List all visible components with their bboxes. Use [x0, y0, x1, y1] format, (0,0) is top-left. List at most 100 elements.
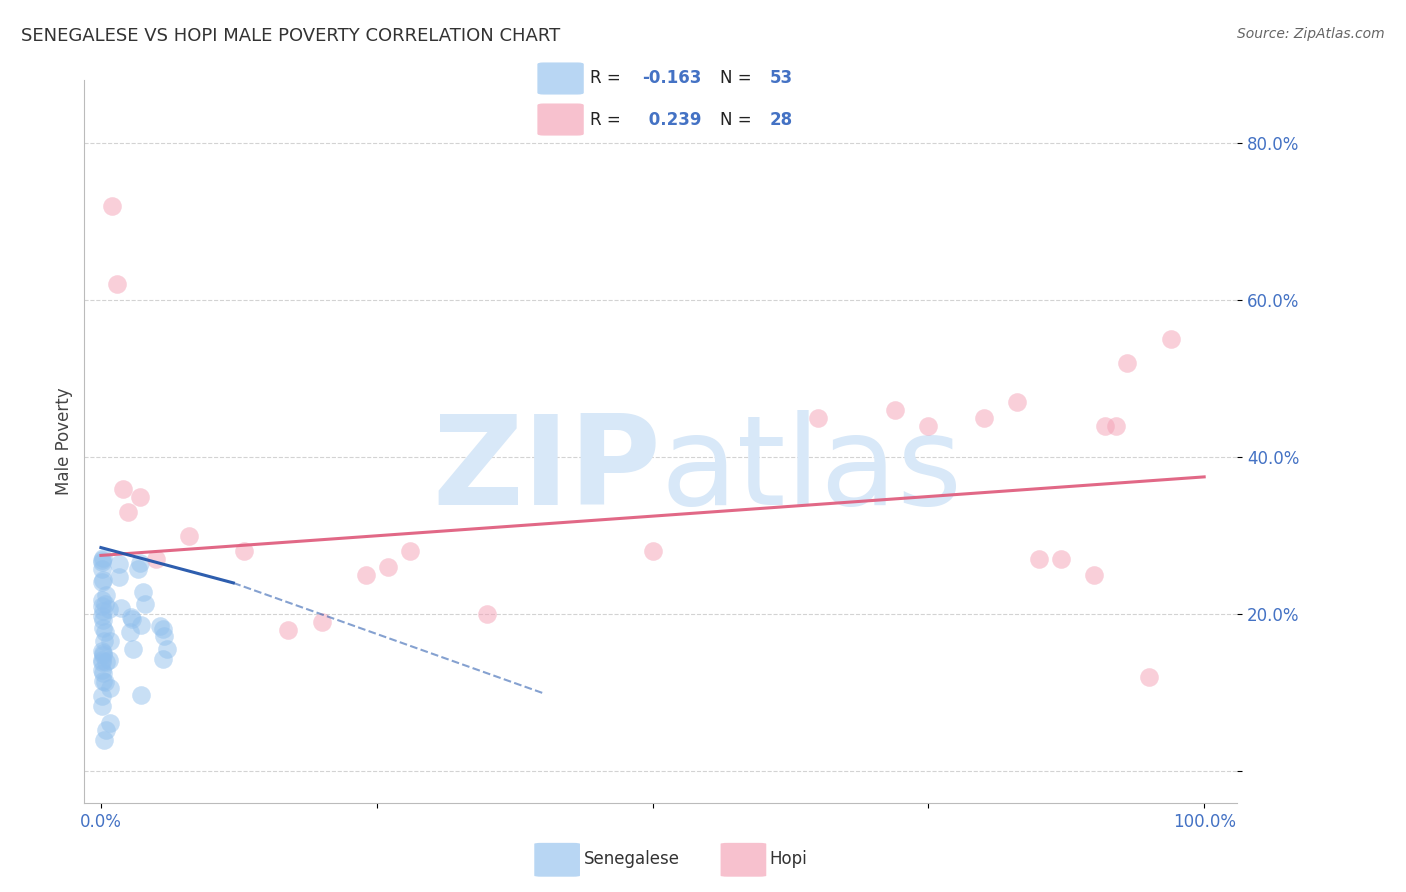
Point [93, 732, 115, 747]
Point [97, 653, 120, 667]
Point [127, 562, 149, 576]
Point [120, 610, 142, 624]
Point [129, 618, 152, 632]
Point [91, 562, 114, 576]
Point [94, 588, 117, 602]
Point [1005, 395, 1028, 409]
Point [91, 621, 114, 635]
Text: N =: N = [720, 70, 751, 87]
Point [121, 612, 143, 626]
Point [98, 681, 121, 695]
Point [91, 555, 114, 569]
Point [131, 688, 153, 702]
Point [98, 634, 121, 648]
Point [108, 570, 131, 584]
Point [93, 598, 115, 612]
Point [97, 601, 120, 615]
Point [807, 411, 830, 425]
Point [107, 557, 129, 571]
Text: R =: R = [591, 70, 620, 87]
FancyBboxPatch shape [537, 103, 583, 136]
Point [91, 575, 114, 590]
Point [145, 552, 167, 566]
Point [128, 490, 150, 504]
Point [101, 199, 124, 213]
Point [132, 585, 155, 599]
Point [1116, 356, 1139, 370]
Point [152, 622, 174, 636]
Point [91, 573, 114, 587]
Text: atlas: atlas [661, 410, 963, 531]
Point [1094, 418, 1116, 433]
Point [1105, 418, 1128, 433]
Text: SENEGALESE VS HOPI MALE POVERTY CORRELATION CHART: SENEGALESE VS HOPI MALE POVERTY CORRELAT… [21, 27, 561, 45]
Point [179, 529, 201, 543]
FancyBboxPatch shape [537, 62, 583, 95]
Text: N =: N = [720, 111, 751, 128]
Point [149, 619, 172, 633]
Point [134, 597, 156, 611]
Point [94, 723, 117, 737]
Point [1028, 552, 1050, 566]
Point [641, 544, 664, 558]
Point [1160, 333, 1182, 347]
Point [153, 629, 176, 643]
Y-axis label: Male Poverty: Male Poverty [55, 388, 73, 495]
Point [91, 663, 114, 677]
Point [93, 634, 115, 648]
Point [93, 648, 115, 662]
Point [91, 553, 114, 567]
Point [91, 652, 114, 666]
Point [120, 625, 142, 640]
Point [377, 560, 399, 574]
Point [91, 614, 114, 628]
Text: 53: 53 [769, 70, 793, 87]
Point [122, 642, 145, 657]
Point [277, 623, 299, 637]
Point [91, 673, 114, 688]
Text: -0.163: -0.163 [643, 70, 702, 87]
Text: R =: R = [591, 111, 620, 128]
Point [98, 715, 121, 730]
Point [107, 277, 129, 292]
Point [152, 651, 174, 665]
Point [110, 600, 132, 615]
Text: 28: 28 [769, 111, 793, 128]
Point [475, 607, 498, 622]
Point [233, 544, 256, 558]
Point [156, 641, 179, 656]
Point [1049, 552, 1071, 566]
Point [93, 604, 115, 618]
Point [94, 625, 117, 640]
Point [117, 505, 139, 519]
Point [973, 411, 995, 425]
FancyBboxPatch shape [534, 843, 581, 877]
Point [91, 655, 114, 669]
Point [91, 698, 114, 713]
Point [91, 644, 114, 658]
Point [917, 418, 939, 433]
FancyBboxPatch shape [721, 843, 766, 877]
Point [129, 557, 152, 571]
Point [1137, 670, 1160, 684]
Point [91, 593, 114, 607]
Point [111, 482, 134, 496]
Point [91, 666, 114, 681]
Point [398, 544, 420, 558]
Point [354, 568, 377, 582]
Point [91, 599, 114, 614]
Point [884, 403, 907, 417]
Text: ZIP: ZIP [432, 410, 661, 531]
Text: 0.239: 0.239 [643, 111, 702, 128]
Point [91, 551, 114, 566]
Point [91, 647, 114, 661]
Point [96, 655, 118, 669]
Point [91, 689, 114, 703]
Point [91, 609, 114, 624]
Text: Hopi: Hopi [770, 849, 807, 868]
Point [311, 615, 333, 630]
Text: Senegalese: Senegalese [583, 849, 679, 868]
Point [93, 674, 115, 689]
Text: Source: ZipAtlas.com: Source: ZipAtlas.com [1237, 27, 1385, 41]
Point [1083, 568, 1105, 582]
